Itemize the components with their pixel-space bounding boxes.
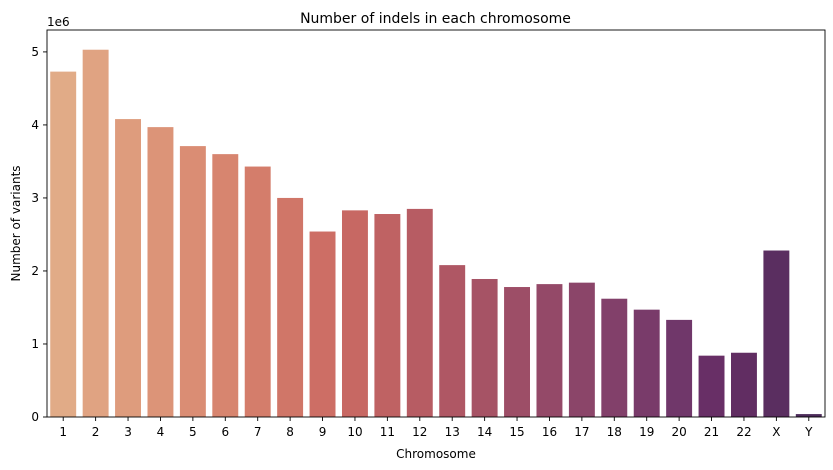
x-tick-label: 13 — [445, 425, 460, 439]
bar-chr-7 — [244, 166, 271, 417]
bar-chr-18 — [601, 298, 628, 417]
bar-chr-12 — [406, 208, 433, 417]
bar-chr-22 — [730, 352, 757, 417]
bar-chr-8 — [277, 197, 304, 417]
x-tick-label: 1 — [59, 425, 67, 439]
bar-chr-11 — [374, 214, 401, 417]
x-tick-label: 8 — [286, 425, 294, 439]
x-tick-label: 22 — [736, 425, 751, 439]
y-tick-label: 4 — [31, 118, 39, 132]
y-axis-ticks: 0 1 2 3 4 5 — [31, 45, 47, 424]
x-tick-label: 20 — [671, 425, 686, 439]
x-tick-label: 14 — [477, 425, 492, 439]
y-tick-label: 2 — [31, 264, 39, 278]
x-axis-label: Chromosome — [396, 447, 476, 461]
bar-chr-14 — [471, 278, 498, 417]
bar-chr-3 — [115, 119, 141, 417]
bar-chr-10 — [341, 210, 368, 417]
x-tick-label: 7 — [254, 425, 262, 439]
bar-chr-15 — [504, 287, 530, 417]
y-tick-label: 0 — [31, 410, 39, 424]
chart-title: Number of indels in each chromosome — [300, 11, 571, 27]
bar-chr-21 — [698, 355, 725, 417]
plot-frame — [46, 29, 826, 418]
bar-chr-X — [763, 250, 790, 417]
bar-chr-17 — [568, 282, 595, 417]
bar-chr-4 — [147, 127, 174, 418]
bar-chr-13 — [439, 265, 466, 417]
x-tick-label: 15 — [509, 425, 524, 439]
y-tick-label: 3 — [31, 191, 39, 205]
bar-chr-20 — [666, 319, 693, 417]
x-tick-label: 18 — [607, 425, 622, 439]
x-tick-label: 12 — [412, 425, 427, 439]
x-tick-label: 5 — [189, 425, 197, 439]
x-tick-label: 21 — [704, 425, 719, 439]
x-tick-label: 2 — [92, 425, 100, 439]
bar-chr-9 — [309, 231, 336, 417]
x-tick-label: 4 — [157, 425, 165, 439]
x-tick-label: 11 — [380, 425, 395, 439]
x-tick-label: 19 — [639, 425, 654, 439]
x-tick-label: 9 — [319, 425, 327, 439]
x-tick-label: Y — [804, 425, 813, 439]
bar-chr-1 — [50, 71, 77, 418]
bar-chr-6 — [212, 154, 239, 417]
y-tick-label: 1 — [31, 337, 39, 351]
x-axis-ticks: 1 2 3 4 5 6 7 8 9 10 11 12 13 14 15 16 17 18 19 20 21 22 X Y — [59, 417, 813, 439]
bar-chr-2 — [82, 49, 109, 417]
x-tick-label: 10 — [347, 425, 362, 439]
x-tick-label: X — [772, 425, 780, 439]
x-tick-label: 16 — [542, 425, 557, 439]
bar-chr-Y — [795, 414, 822, 417]
bar-chr-16 — [536, 284, 563, 417]
bar-chr-5 — [179, 146, 206, 417]
y-tick-label: 5 — [31, 45, 39, 59]
y-axis-label: Number of variants — [9, 165, 23, 281]
bar-chr-19 — [633, 309, 660, 417]
y-scale-label: 1e6 — [47, 15, 70, 29]
x-tick-label: 3 — [124, 425, 132, 439]
x-tick-label: 17 — [574, 425, 589, 439]
bars-group — [50, 49, 822, 418]
x-tick-label: 6 — [221, 425, 229, 439]
